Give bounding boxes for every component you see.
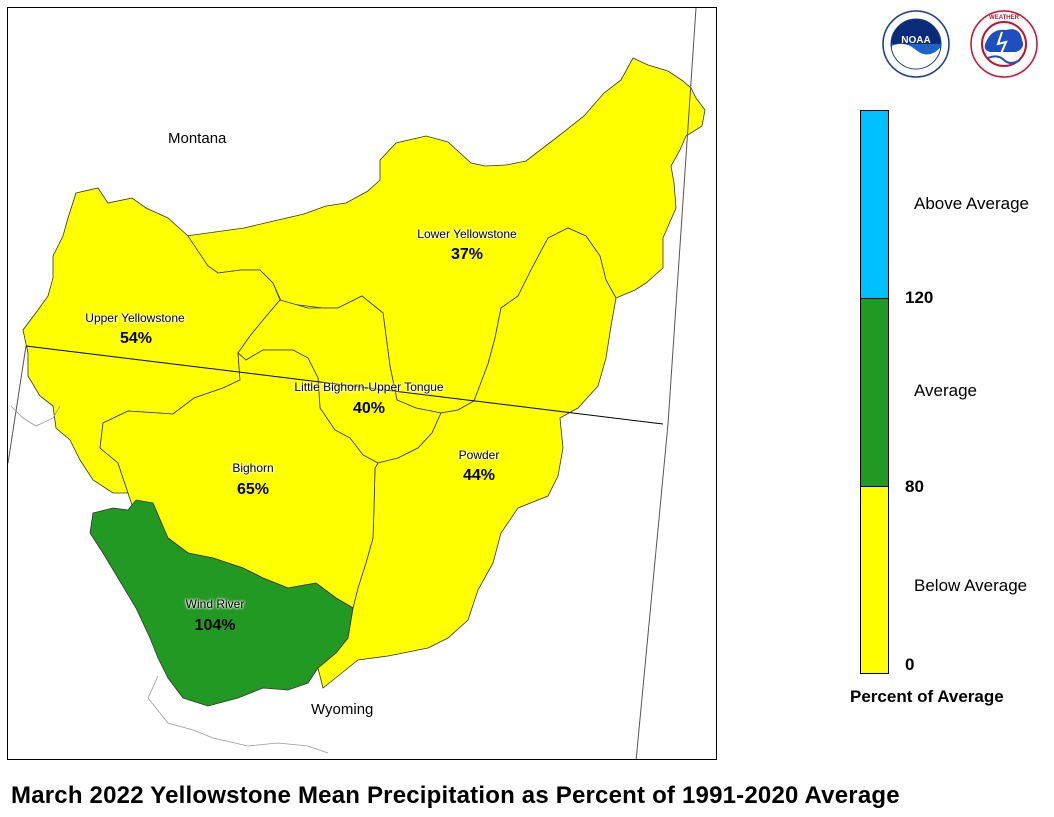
- legend-swatch-above-average: [860, 110, 889, 299]
- nws-logo: WEATHER: [970, 10, 1038, 78]
- legend-tick-120: 120: [905, 288, 934, 307]
- legend-caption: Percent of Average: [850, 687, 1004, 706]
- basin-wind-river[interactable]: [89, 499, 354, 707]
- basin-name-little-bighorn-upper-tongue: Little Bighorn-Upper Tongue: [294, 380, 444, 394]
- basin-map: [8, 8, 706, 759]
- svg-text:NOAA: NOAA: [901, 35, 930, 46]
- basin-percent-upper-yellowstone: 54%: [119, 330, 153, 347]
- state-label-montana: Montana: [168, 130, 227, 147]
- basin-name-wind-river: Wind River: [185, 597, 245, 611]
- basin-name-upper-yellowstone: Upper Yellowstone: [85, 311, 185, 325]
- legend-label-above-average: Above Average: [914, 194, 1029, 213]
- basin-percent-powder: 44%: [462, 467, 496, 484]
- basin-percent-little-bighorn-upper-tongue: 40%: [352, 400, 386, 417]
- basin-percent-bighorn: 65%: [236, 481, 270, 498]
- map-panel: Montana Wyoming Upper Yellowstone 54% Lo…: [7, 7, 717, 760]
- map-title: March 2022 Yellowstone Mean Precipitatio…: [11, 782, 900, 809]
- outside-area-outline-west: [10, 405, 61, 427]
- basin-powder[interactable]: [317, 227, 617, 689]
- state-border-montana-wyoming: [25, 345, 664, 425]
- state-border-east: [635, 8, 697, 759]
- outside-area-outline-southwest: [147, 675, 329, 754]
- noaa-logo: NOAA: [882, 10, 950, 78]
- state-label-wyoming: Wyoming: [311, 701, 374, 718]
- legend-label-average: Average: [914, 381, 978, 400]
- svg-text:WEATHER: WEATHER: [989, 15, 1020, 21]
- basin-name-bighorn: Bighorn: [232, 461, 274, 475]
- basin-name-powder: Powder: [458, 448, 500, 462]
- basin-name-lower-yellowstone: Lower Yellowstone: [417, 227, 517, 241]
- legend-tick-0: 0: [905, 655, 915, 674]
- legend-tick-80: 80: [905, 477, 924, 496]
- legend-swatch-below-average: [860, 486, 889, 674]
- basin-percent-wind-river: 104%: [194, 617, 236, 634]
- legend-swatch-average: [860, 298, 889, 487]
- basin-percent-lower-yellowstone: 37%: [450, 246, 484, 263]
- legend-label-below-average: Below Average: [914, 576, 1028, 595]
- state-border-west: [8, 345, 27, 464]
